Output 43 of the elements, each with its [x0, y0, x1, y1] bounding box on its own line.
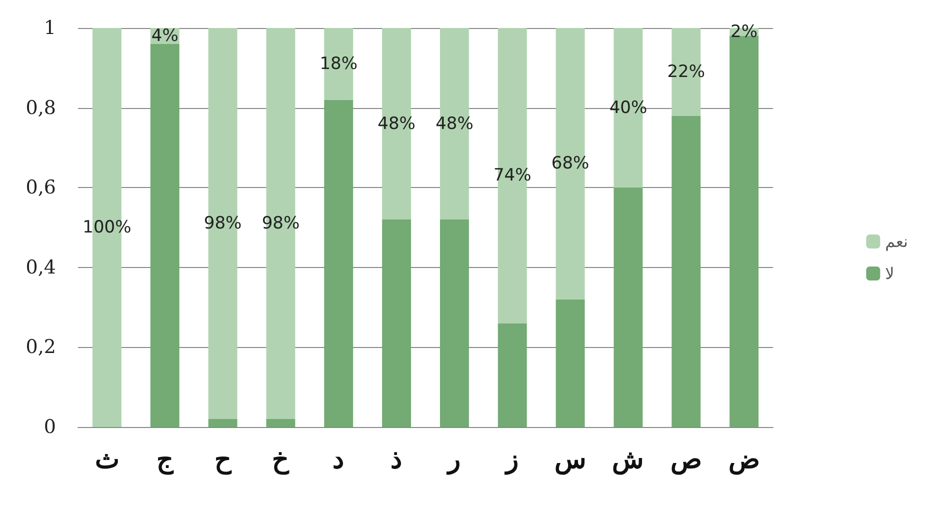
x-tick-label: ص — [670, 445, 702, 475]
bar — [150, 44, 180, 427]
x-tick-label: ز — [504, 445, 519, 475]
data-label: 98% — [204, 214, 242, 234]
data-label: 2% — [730, 22, 758, 42]
data-label: 68% — [551, 154, 590, 174]
y-tick-label: 0,6 — [26, 176, 56, 199]
data-label: 74% — [493, 166, 532, 186]
data-label: 4% — [151, 26, 178, 46]
x-tick-label: س — [554, 445, 586, 475]
bar — [672, 116, 701, 427]
data-label: 48% — [378, 114, 416, 134]
data-label: 40% — [609, 98, 648, 118]
bar — [208, 419, 238, 427]
bar — [324, 100, 354, 427]
bar — [498, 323, 527, 427]
bar — [556, 299, 585, 427]
y-tick-label: 0,8 — [26, 96, 56, 119]
bar — [266, 419, 296, 427]
x-tick-label: د — [332, 445, 345, 475]
data-label: 48% — [436, 114, 474, 134]
data-label: 100% — [82, 218, 132, 238]
bar — [440, 220, 469, 427]
x-tick-label: خ — [272, 445, 290, 475]
y-tick-label: 0 — [44, 416, 56, 438]
y-tick-label: 1 — [44, 17, 56, 39]
x-tick-label: ح — [214, 445, 232, 475]
x-tick-label: ش — [612, 445, 644, 475]
x-tick-label: ج — [156, 445, 174, 475]
bar — [614, 188, 643, 427]
legend-label: لا — [885, 264, 894, 283]
x-tick-label: ث — [94, 445, 119, 475]
y-tick-label: 0,2 — [26, 336, 56, 358]
y-tick-label: 0,4 — [26, 256, 56, 278]
x-tick-label: ذ — [390, 445, 403, 475]
data-label: 22% — [667, 62, 706, 82]
bar — [382, 220, 412, 427]
x-tick-label: ض — [728, 445, 760, 475]
data-label: 98% — [262, 214, 300, 234]
data-label: 18% — [320, 54, 358, 74]
legend-label: نعم — [885, 232, 908, 251]
x-tick-label: ر — [446, 445, 461, 475]
bar — [730, 36, 759, 427]
